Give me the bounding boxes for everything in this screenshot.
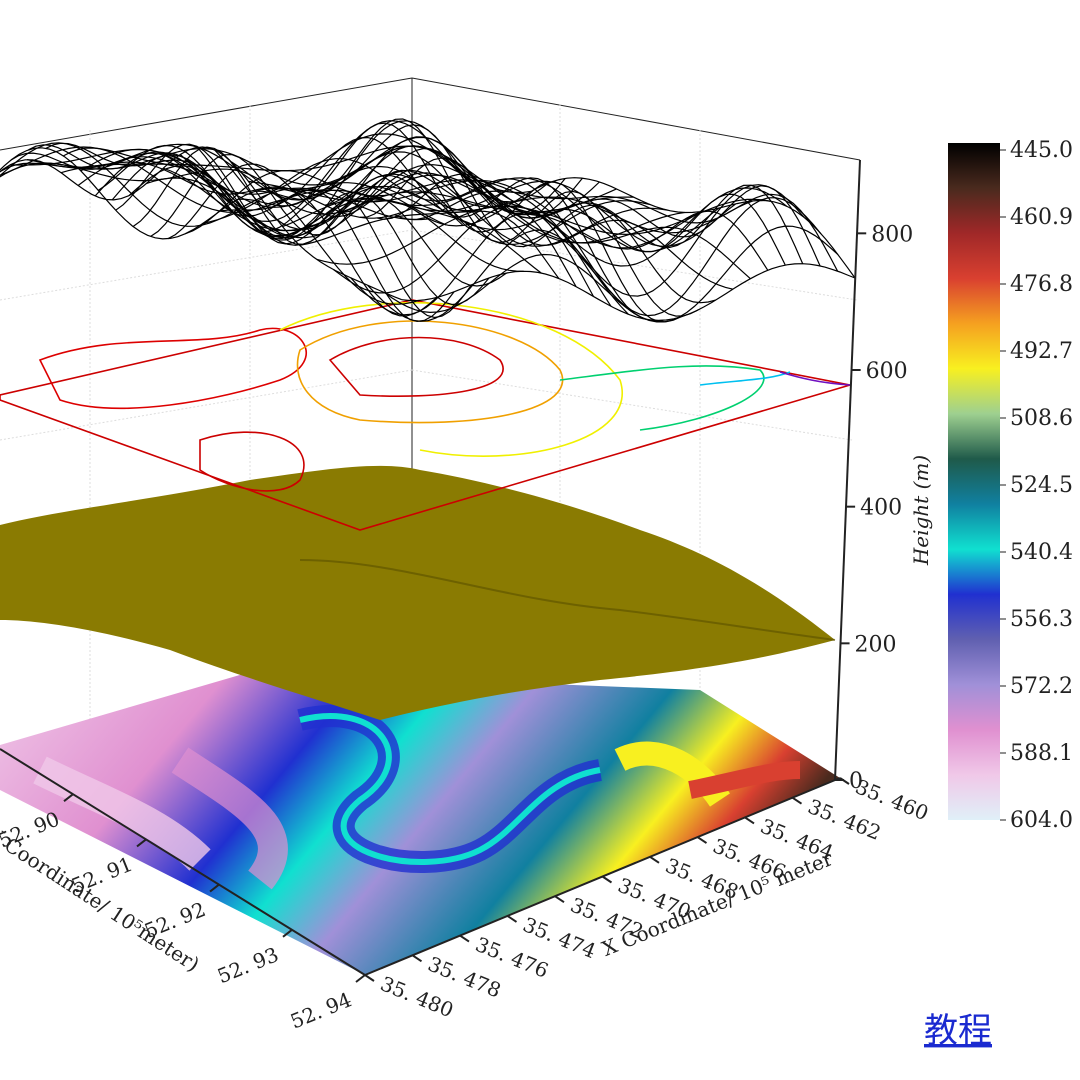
link[interactable]: 教程: [924, 1011, 992, 1051]
wire-line: [0, 142, 430, 227]
z-axis-title: Height (m): [909, 455, 933, 566]
wire-line: [376, 173, 821, 267]
z-tick-label: 0: [849, 769, 863, 794]
colorbar-tick-label: 445.0: [1010, 138, 1073, 163]
x-tick: [364, 974, 375, 982]
wire-line: [63, 147, 507, 287]
wire-line: [97, 144, 542, 274]
x-tick: [744, 816, 755, 825]
z-tick-label: 200: [855, 632, 897, 657]
wire-line: [0, 146, 403, 301]
wire-line: [111, 120, 566, 241]
colorbar-tick-label: 476.8: [1010, 272, 1073, 297]
link-text[interactable]: 教程: [924, 1011, 992, 1051]
x-tick: [649, 855, 660, 864]
wire-line: [45, 142, 490, 306]
box: [0, 77, 861, 720]
z-tick-label: 400: [860, 496, 902, 521]
x-tick: [601, 875, 613, 884]
wireframe: [0, 118, 856, 323]
x-tick: [411, 954, 423, 963]
wire-line: [394, 190, 839, 272]
y-tick-label: 52. 94: [287, 987, 355, 1033]
y-tick: [209, 883, 220, 893]
surface-shade: [299, 559, 836, 641]
y-tick-label: 52. 93: [214, 942, 282, 988]
y-tick: [136, 838, 147, 848]
colorbar-tick-label: 588.1: [1010, 741, 1073, 766]
x-tick: [459, 934, 470, 943]
wire-line: [0, 162, 420, 305]
x-tick: [554, 895, 565, 904]
contour-plane: [0, 299, 851, 531]
z-tick-label: 800: [871, 222, 913, 247]
wire-line: [115, 143, 560, 279]
colorbar-tick-label: 492.7: [1010, 339, 1073, 364]
y-tick-label: 52. 92: [141, 897, 209, 943]
z-tick-label: 600: [866, 359, 908, 384]
x-tick: [506, 915, 518, 923]
wire-line: [0, 161, 438, 317]
y-tick: [355, 974, 366, 983]
y-tick: [63, 793, 74, 802]
colorbar-tick-label: 572.2: [1010, 674, 1073, 699]
heatmap-floor: [0, 672, 840, 975]
x-tick: [791, 796, 803, 805]
y-tick: [282, 929, 293, 938]
colorbar-tick-label: 556.3: [1010, 607, 1073, 632]
colorbar-tick-label: 460.9: [1010, 205, 1073, 230]
wire-line: [10, 152, 455, 323]
wire-line: [9, 148, 464, 226]
colorbar-tick-label: 508.6: [1010, 406, 1073, 431]
x-tick: [696, 836, 708, 844]
wire-line: [0, 147, 413, 240]
colorbar: [948, 143, 1000, 820]
colorbar-tick-label: 540.4: [1010, 540, 1073, 565]
surface: [0, 465, 835, 720]
colorbar-tick-label: 604.0: [1010, 808, 1073, 833]
colorbar-tick-label: 524.5: [1010, 473, 1073, 498]
